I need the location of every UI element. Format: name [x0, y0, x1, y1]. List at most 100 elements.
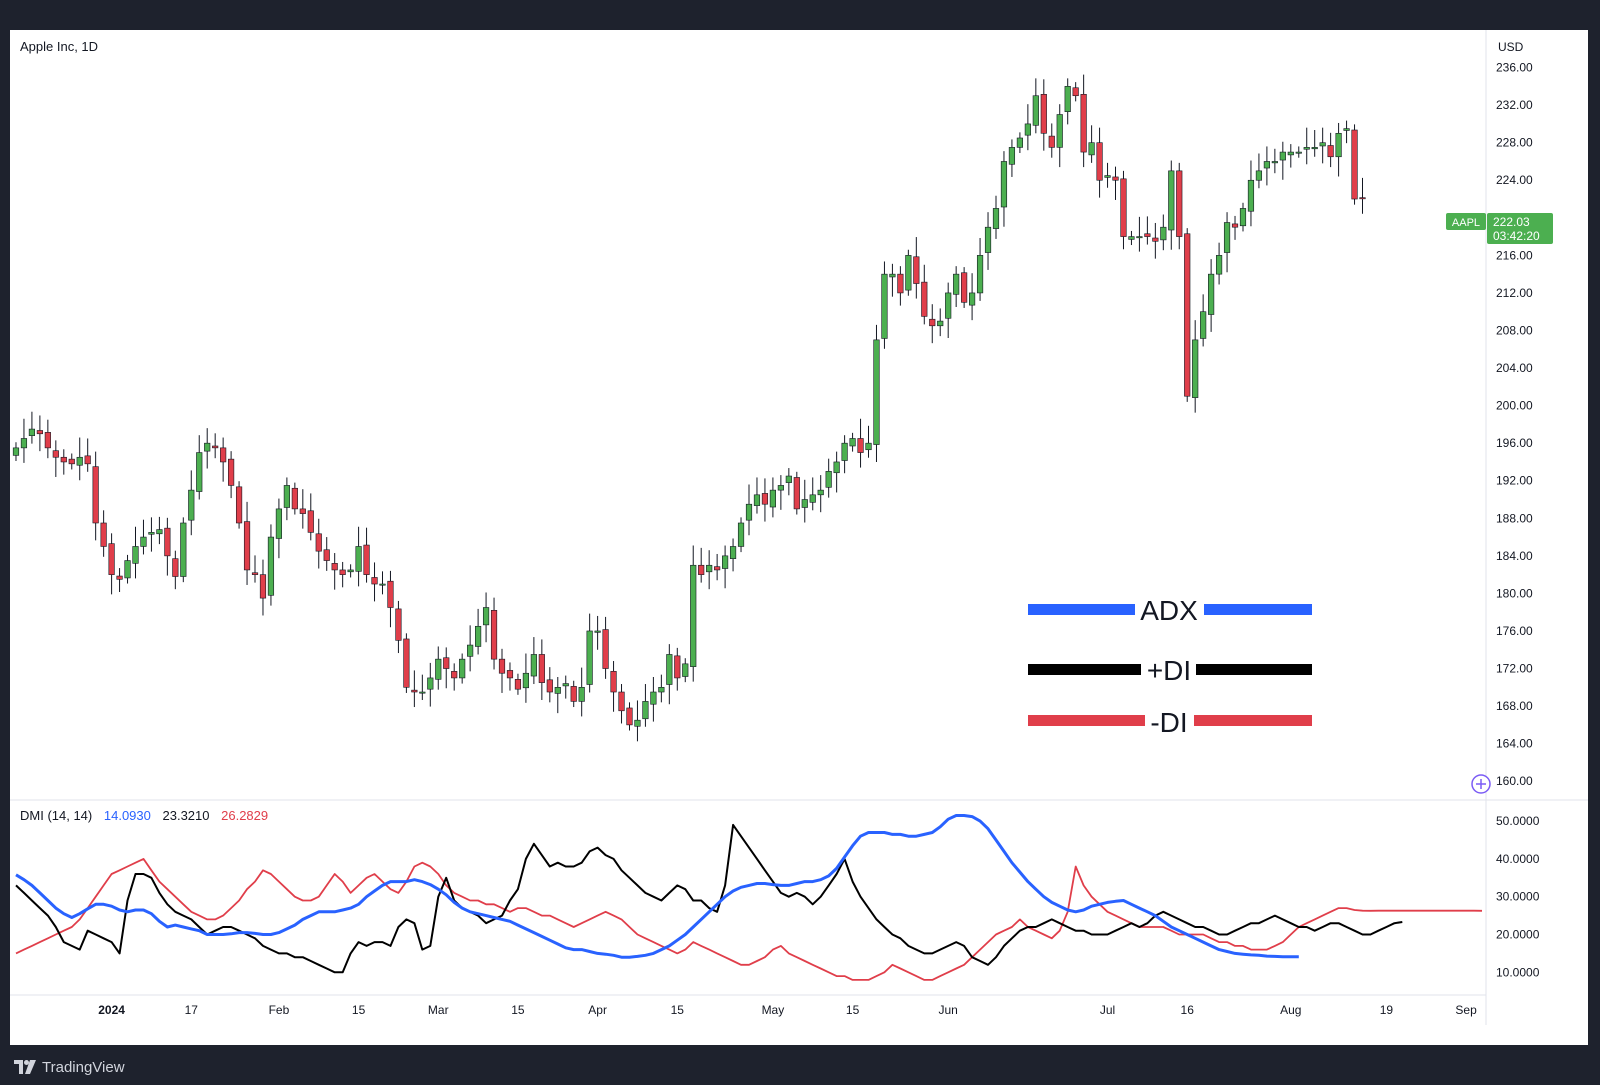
candle-down: [538, 654, 545, 683]
candle-up: [283, 485, 290, 508]
candle-up: [594, 630, 601, 633]
candle-up: [753, 494, 761, 506]
candle-down: [1112, 176, 1119, 181]
currency-label[interactable]: USD: [1498, 40, 1524, 54]
price-tick-label: 236.00: [1496, 61, 1533, 75]
dmi-tick-label: 10.0000: [1496, 965, 1540, 979]
plus-di-legend-label: +DI: [1147, 655, 1191, 686]
candle-down: [618, 691, 625, 712]
plus-icon: [1476, 779, 1486, 789]
adx-legend-bar-right: [1204, 604, 1312, 615]
dmi-tick-label: 30.0000: [1496, 890, 1540, 904]
candle-up: [1088, 142, 1095, 156]
plus-di-legend-bar-right: [1196, 664, 1312, 675]
time-tick-label: 15: [846, 1003, 860, 1017]
candle-down: [1231, 223, 1239, 228]
candle-up: [1335, 132, 1342, 158]
time-axis[interactable]: 2024 17 Feb 15 Mar 15 Apr 15 May 15 Jun Jul 16 Aug 19 S…: [98, 1003, 1477, 1017]
candle-up: [482, 607, 490, 626]
candle-down: [761, 493, 769, 505]
candle-up: [124, 560, 131, 579]
candle-up: [1200, 311, 1207, 339]
candle-down: [60, 456, 67, 463]
candle-up: [267, 536, 275, 596]
candle-up: [435, 658, 442, 680]
time-tick-label: Sep: [1455, 1003, 1477, 1017]
candle-down: [323, 549, 330, 561]
candle-up: [769, 489, 776, 508]
price-tick-label: 188.00: [1496, 511, 1533, 525]
price-tick-label: 180.00: [1496, 586, 1533, 600]
candle-down: [108, 543, 115, 575]
plus-di-line: [15, 823, 1403, 974]
candle-up: [873, 339, 880, 445]
candle-up: [666, 654, 673, 685]
candle-up: [1032, 95, 1039, 126]
candle-down: [506, 670, 514, 679]
candle-up: [1263, 161, 1270, 169]
candle-up: [204, 442, 211, 452]
symbol-title: Apple Inc, 1D: [20, 39, 98, 54]
candle-up: [650, 691, 657, 705]
candle-up: [156, 529, 163, 535]
candle-up: [937, 320, 944, 327]
minus-di-line: [15, 858, 1483, 981]
candle-down: [299, 508, 306, 514]
candle-down: [251, 572, 259, 575]
price-tag[interactable]: AAPL 222.03 03:42:20: [1446, 213, 1553, 244]
adx-legend-bar-left: [1028, 604, 1135, 615]
price-tick-label: 216.00: [1496, 248, 1533, 262]
candle-up: [427, 677, 434, 690]
candle-down: [514, 679, 522, 690]
brand-name: TradingView: [42, 1058, 125, 1076]
minus-di-value: 26.2829: [221, 808, 268, 823]
candle-up: [1223, 222, 1231, 253]
dmi-axis[interactable]: 50.0000 40.0000 30.0000 20.0000 10.0000: [1496, 814, 1540, 979]
adx-value: 14.0930: [104, 808, 151, 823]
price-tick-label: 232.00: [1496, 98, 1533, 112]
price-tag-ticker: AAPL: [1452, 217, 1480, 229]
candle-up: [180, 522, 187, 577]
candle-down: [1359, 197, 1366, 200]
candle-down: [443, 657, 450, 669]
candle-down: [1048, 135, 1055, 148]
candle-down: [451, 671, 458, 679]
candle-down: [913, 256, 920, 284]
candle-up: [849, 438, 856, 447]
candle-up: [881, 273, 888, 339]
candle-up: [801, 499, 808, 508]
candle-up: [1024, 123, 1031, 136]
candle-down: [714, 566, 721, 571]
candle-up: [196, 452, 203, 492]
candle-up: [1136, 236, 1143, 239]
candle-up: [20, 438, 28, 449]
time-tick-label: Mar: [428, 1003, 449, 1017]
candle-up: [1239, 208, 1247, 227]
candle-up: [833, 461, 840, 474]
indicator-legend[interactable]: DMI (14, 14) 14.0930 23.3210 26.2829: [20, 808, 268, 823]
time-tick-label: 19: [1380, 1003, 1394, 1017]
time-tick-label: 15: [511, 1003, 525, 1017]
minus-di-legend-label: -DI: [1150, 707, 1187, 738]
price-tag-price: 222.03: [1493, 215, 1530, 229]
add-marker-button[interactable]: [1471, 774, 1491, 794]
candle-up: [722, 555, 729, 569]
price-tick-label: 204.00: [1496, 361, 1533, 375]
chart-canvas[interactable]: Apple Inc, 1D USD 236.00 232.00 228.00 224.…: [10, 30, 1588, 1045]
candle-up: [562, 683, 569, 687]
price-axis[interactable]: 236.00232.00228.00224.00220.00216.00212.…: [1496, 61, 1533, 789]
candle-up: [1343, 128, 1350, 131]
candle-up: [1295, 151, 1302, 154]
candle-down: [897, 273, 904, 294]
candle-down: [793, 477, 800, 510]
candle-down: [172, 558, 179, 577]
candle-down: [1072, 87, 1079, 97]
candlestick-series: [12, 74, 1366, 742]
minus-di-legend-bar-left: [1028, 715, 1145, 726]
candle-up: [945, 292, 952, 319]
candle-up: [76, 456, 83, 466]
price-tick-label: 164.00: [1496, 737, 1533, 751]
candle-down: [1096, 142, 1103, 181]
candle-down: [626, 707, 633, 726]
candle-down: [68, 458, 75, 465]
